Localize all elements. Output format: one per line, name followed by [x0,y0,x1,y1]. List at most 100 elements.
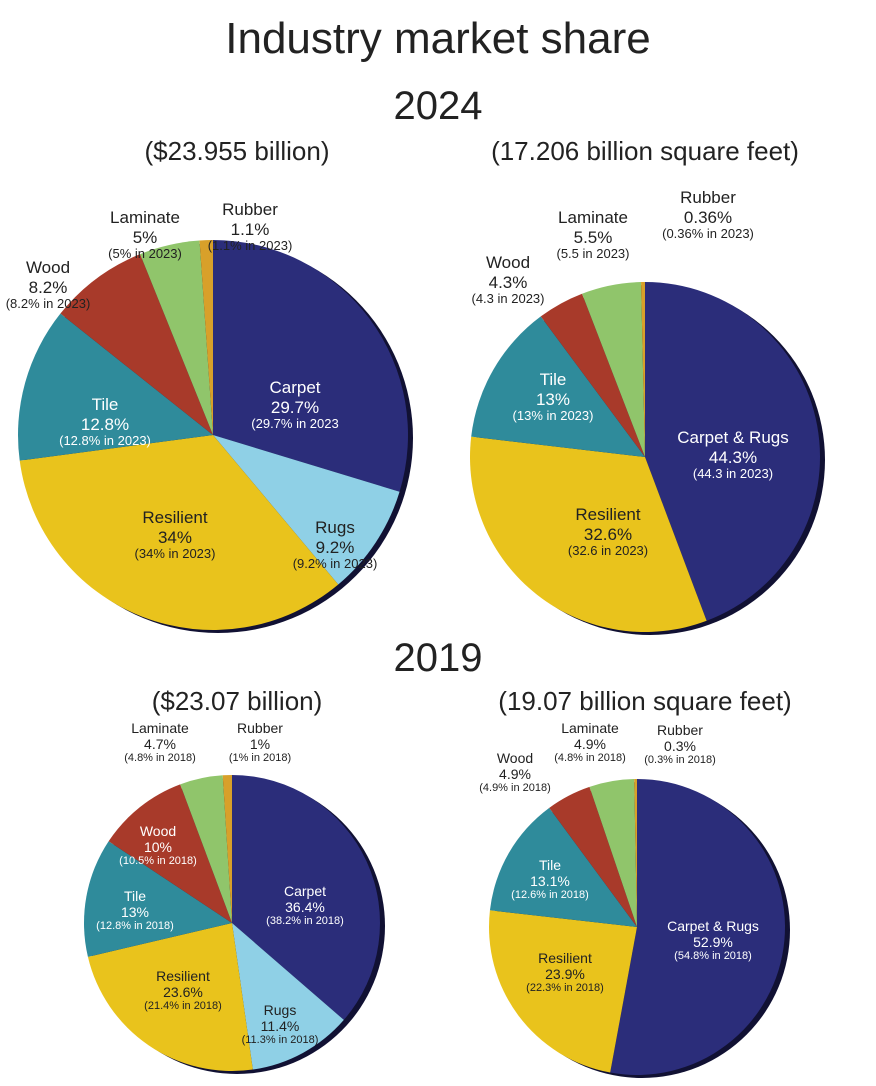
slice-label-note: (38.2% in 2018) [266,915,344,928]
pie-slice-carpet [232,775,381,1020]
slice-label-pct: 32.6% [583,524,633,544]
slice-label-pct: 0.3% [664,738,696,755]
slice-label: Rubber 1% (1% in 2018) [229,720,291,765]
slice-label-name: Wood [25,258,71,277]
slice-label-pct: 23.9% [545,966,585,983]
slice-label-note: (22.3% in 2018) [526,982,604,995]
pie-slice-rugs [213,435,400,585]
pie-slice-resilient [87,923,253,1071]
slice-label: Carpet & Rugs 52.9% (54.8% in 2018) [667,918,759,963]
slice-label-name: Rugs [263,1002,297,1018]
slice-label-note: (29.7% in 2023 [251,416,339,432]
pie-slice-laminate [589,779,637,927]
slice-label-pct: 44.3% [708,447,758,467]
slice-label-name: Carpet [283,883,327,899]
pie-slice-laminate [582,282,645,457]
slice-label: Resilient 23.6% (21.4% in 2018) [144,968,222,1013]
pie-2024-volume-subtitle: (17.206 billion square feet) [491,136,799,166]
slice-label-note: (21.4% in 2018) [144,1000,222,1013]
slice-label-name: Resilient [156,968,210,984]
slice-label-pct: 13% [120,904,150,921]
pie-slice-rubber [641,282,645,457]
pie-slice-carpet-rugs [645,282,821,621]
slice-label: Rugs 11.4% (11.3% in 2018) [242,1002,319,1047]
slice-label-pct: 34% [157,527,193,547]
pie-slice-tile [84,841,232,957]
slice-label: Tile 12.8% (12.8% in 2023) [59,395,151,449]
pie-slice-wood [108,784,232,923]
slice-label: Wood 4.9% (4.9% in 2018) [479,750,551,795]
slice-label-name: Tile [91,395,119,414]
slice-label-name: Tile [123,888,147,904]
slice-label-pct: 52.9% [693,934,733,951]
slice-label-note: (4.3 in 2023) [471,291,545,307]
pie-slice-laminate [180,775,232,923]
slice-label-name: Laminate [558,208,628,227]
pie-slice-tile [471,316,645,457]
slice-label: Laminate 4.7% (4.8% in 2018) [124,720,196,765]
slice-label: Wood 8.2% (8.2% in 2023) [6,258,91,312]
pie-slice-carpet [213,240,408,492]
pie-slice-wood [60,254,213,435]
slice-label-pct: 12.8% [80,414,130,434]
slice-label-name: Laminate [110,208,180,227]
slice-label-name: Wood [139,823,177,839]
slice-label-note: (13% in 2023) [512,408,594,424]
slice-label-note: (5% in 2023) [108,246,182,262]
pie-slice-rubber [634,779,637,927]
slice-label-note: (32.6 in 2023) [567,543,649,559]
pie-slice-rubber [199,240,213,435]
slice-label-note: (1.1% in 2023) [207,238,293,254]
slice-label-name: Wood [496,750,534,766]
slice-label-name: Resilient [142,508,208,527]
slice-label-note: (5.5 in 2023) [556,246,630,262]
pie-slice-rubber [222,775,232,923]
pie-slice-resilient [19,435,339,630]
slice-label-pct: 4.9% [499,766,531,783]
slice-label-note: (0.36% in 2023) [662,226,754,242]
slice-label-note: (11.3% in 2018) [241,1034,319,1047]
slice-label-pct: 4.3% [488,272,528,292]
slice-label-note: (12.8% in 2023) [59,433,151,449]
slice-label: Tile 13% (13% in 2023) [513,370,594,424]
pie-2019-value-subtitle: ($23.07 billion) [151,686,323,716]
page-title: Industry market share [225,14,651,63]
slice-label-name: Rugs [315,518,355,537]
slice-label-note: (4.8% in 2018) [124,752,196,765]
slice-label-name: Laminate [561,720,619,736]
slice-label-note: (34% in 2023) [134,546,216,562]
slice-label-note: (4.9% in 2018) [479,782,551,795]
section-year-2024: 2024 [393,84,483,128]
pie-slice-wood [549,786,637,927]
slice-label-pct: 36.4% [285,899,325,916]
slice-label-name: Tile [538,857,562,873]
slice-label: Resilient 23.9% (22.3% in 2018) [526,950,604,995]
slice-label-note: (4.8% in 2018) [554,752,626,765]
slice-label-name: Laminate [131,720,189,736]
slice-label: Resilient 34% (34% in 2023) [135,508,216,562]
slice-label: Rubber 0.36% (0.36% in 2023) [662,188,754,242]
slice-label-pct: 5.5% [573,227,613,247]
slice-label-pct: 29.7% [270,397,320,417]
slice-label-name: Tile [539,370,567,389]
pie-2019-volume-subtitle: (19.07 billion square feet) [498,686,792,716]
slice-label-pct: 11.4% [260,1018,300,1035]
slice-label-note: (44.3 in 2023) [692,466,774,482]
slice-label-note: (1% in 2018) [228,752,292,765]
slice-label-name: Rubber [680,188,736,207]
slice-label-note: (8.2% in 2023) [5,296,91,312]
slice-label-note: (10.5% in 2018) [119,855,197,868]
slice-label: Rugs 9.2% (9.2% in 2023) [293,518,378,572]
slice-label-pct: 0.36% [683,207,733,227]
slice-label: Carpet 36.4% (38.2% in 2018) [266,883,344,928]
slice-label: Wood 4.3% (4.3 in 2023) [472,253,545,307]
slice-label: Laminate 5.5% (5.5 in 2023) [557,208,630,262]
slice-label: Laminate 5% (5% in 2023) [108,208,182,262]
slice-label-name: Rubber [237,720,283,736]
slice-label-name: Resilient [575,505,641,524]
slice-label-note: (12.8% in 2018) [96,920,174,933]
slice-label-name: Rubber [657,722,703,738]
pie-slice-laminate [140,240,213,435]
